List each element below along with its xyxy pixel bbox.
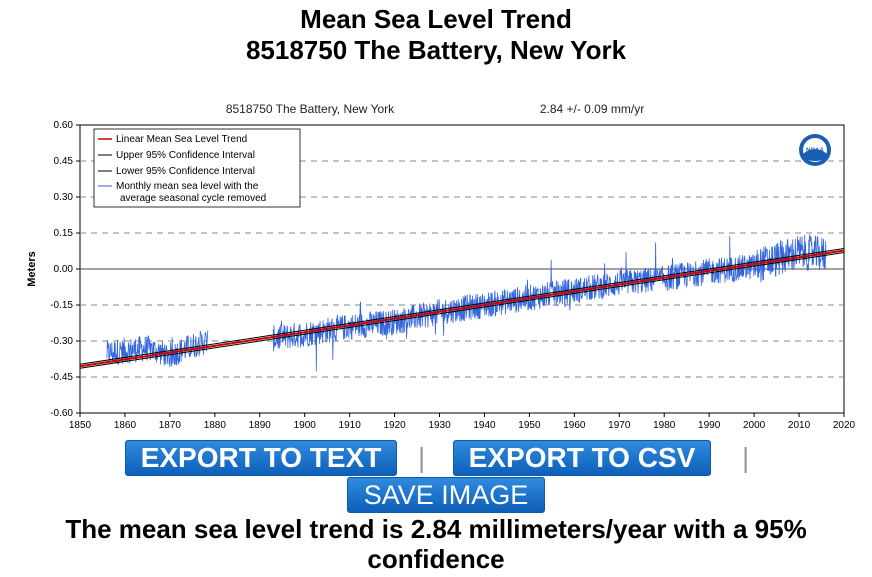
data-layer [79,234,845,372]
x-tick-label: 1910 [339,420,362,431]
monthly-sea-level-series [106,330,209,368]
axis-labels: 0.60 0.45 0.30 0.15 0.00 -0.15 -0.30 -0.45 -0.60… [50,120,855,431]
x-tick-label: 2000 [743,420,766,431]
page-title: Mean Sea Level Trend [300,4,572,34]
export-to-csv-button[interactable]: EXPORT TO CSV [453,440,711,476]
chart-title: 8518750 The Battery, New York [226,102,395,116]
lower-confidence-line [79,252,845,369]
legend-box [93,128,301,208]
x-tick-label: 1920 [383,420,406,431]
x-tick-label: 1940 [473,420,496,431]
x-tick-label: 1990 [698,420,721,431]
x-tick-label: 1900 [294,420,317,431]
trend-line [79,249,845,368]
x-tick-label: 1850 [69,420,92,431]
noaa-logo: NOAA [799,134,831,166]
trend-rate-label: 2.84 +/- 0.09 mm/yr [540,102,644,116]
x-tick-label: 1970 [608,420,631,431]
legend-item-trend: Linear Mean Sea Level Trend [116,134,247,145]
legend: Linear Mean Sea Level Trend Upper 95% Co… [93,128,301,208]
y-tick-label: -0.30 [50,336,73,347]
x-tick-label: 1950 [518,420,541,431]
button-separator: | [418,442,426,473]
y-tick-label: -0.60 [50,408,73,419]
x-tick-label: 2020 [833,420,856,431]
legend-item-monthly-2: average seasonal cycle removed [120,193,266,204]
x-tick-label: 1860 [114,420,137,431]
button-separator: | [742,442,750,473]
y-tick-label: 0.30 [54,192,74,203]
save-image-button[interactable]: SAVE IMAGE [347,477,545,513]
y-tick-label: 0.60 [54,120,74,131]
noaa-logo-text: NOAA [806,148,824,154]
x-tick-label: 1880 [204,420,227,431]
y-tick-label: -0.45 [50,372,73,383]
x-tick-label: 1870 [159,420,182,431]
y-tick-label: -0.15 [50,300,73,311]
legend-item-upper: Upper 95% Confidence Interval [116,150,255,161]
y-tick-label: 0.00 [54,264,74,275]
x-tick-label: 1930 [428,420,451,431]
x-tick-label: 1980 [653,420,676,431]
y-tick-label: 0.45 [54,156,74,167]
y-tick-label: 0.15 [54,228,74,239]
legend-item-lower: Lower 95% Confidence Interval [116,166,255,177]
x-tick-label: 1890 [249,420,272,431]
x-tick-label: 2010 [788,420,811,431]
trend-summary-line-1: The mean sea level trend is 2.84 millime… [65,514,807,544]
monthly-sea-level-series [272,234,827,372]
sea-level-chart: 0.60 0.45 0.30 0.15 0.00 -0.15 -0.30 -0.45 -0.60… [26,102,856,431]
legend-item-monthly-1: Monthly mean sea level with the [116,181,259,192]
page-subtitle: 8518750 The Battery, New York [245,35,627,65]
x-tick-label: 1960 [563,420,586,431]
upper-confidence-line [79,248,845,365]
y-axis-label: Meters [26,251,38,286]
trend-summary-line-2: confidence [367,544,505,574]
export-to-text-button[interactable]: EXPORT TO TEXT [125,440,397,476]
